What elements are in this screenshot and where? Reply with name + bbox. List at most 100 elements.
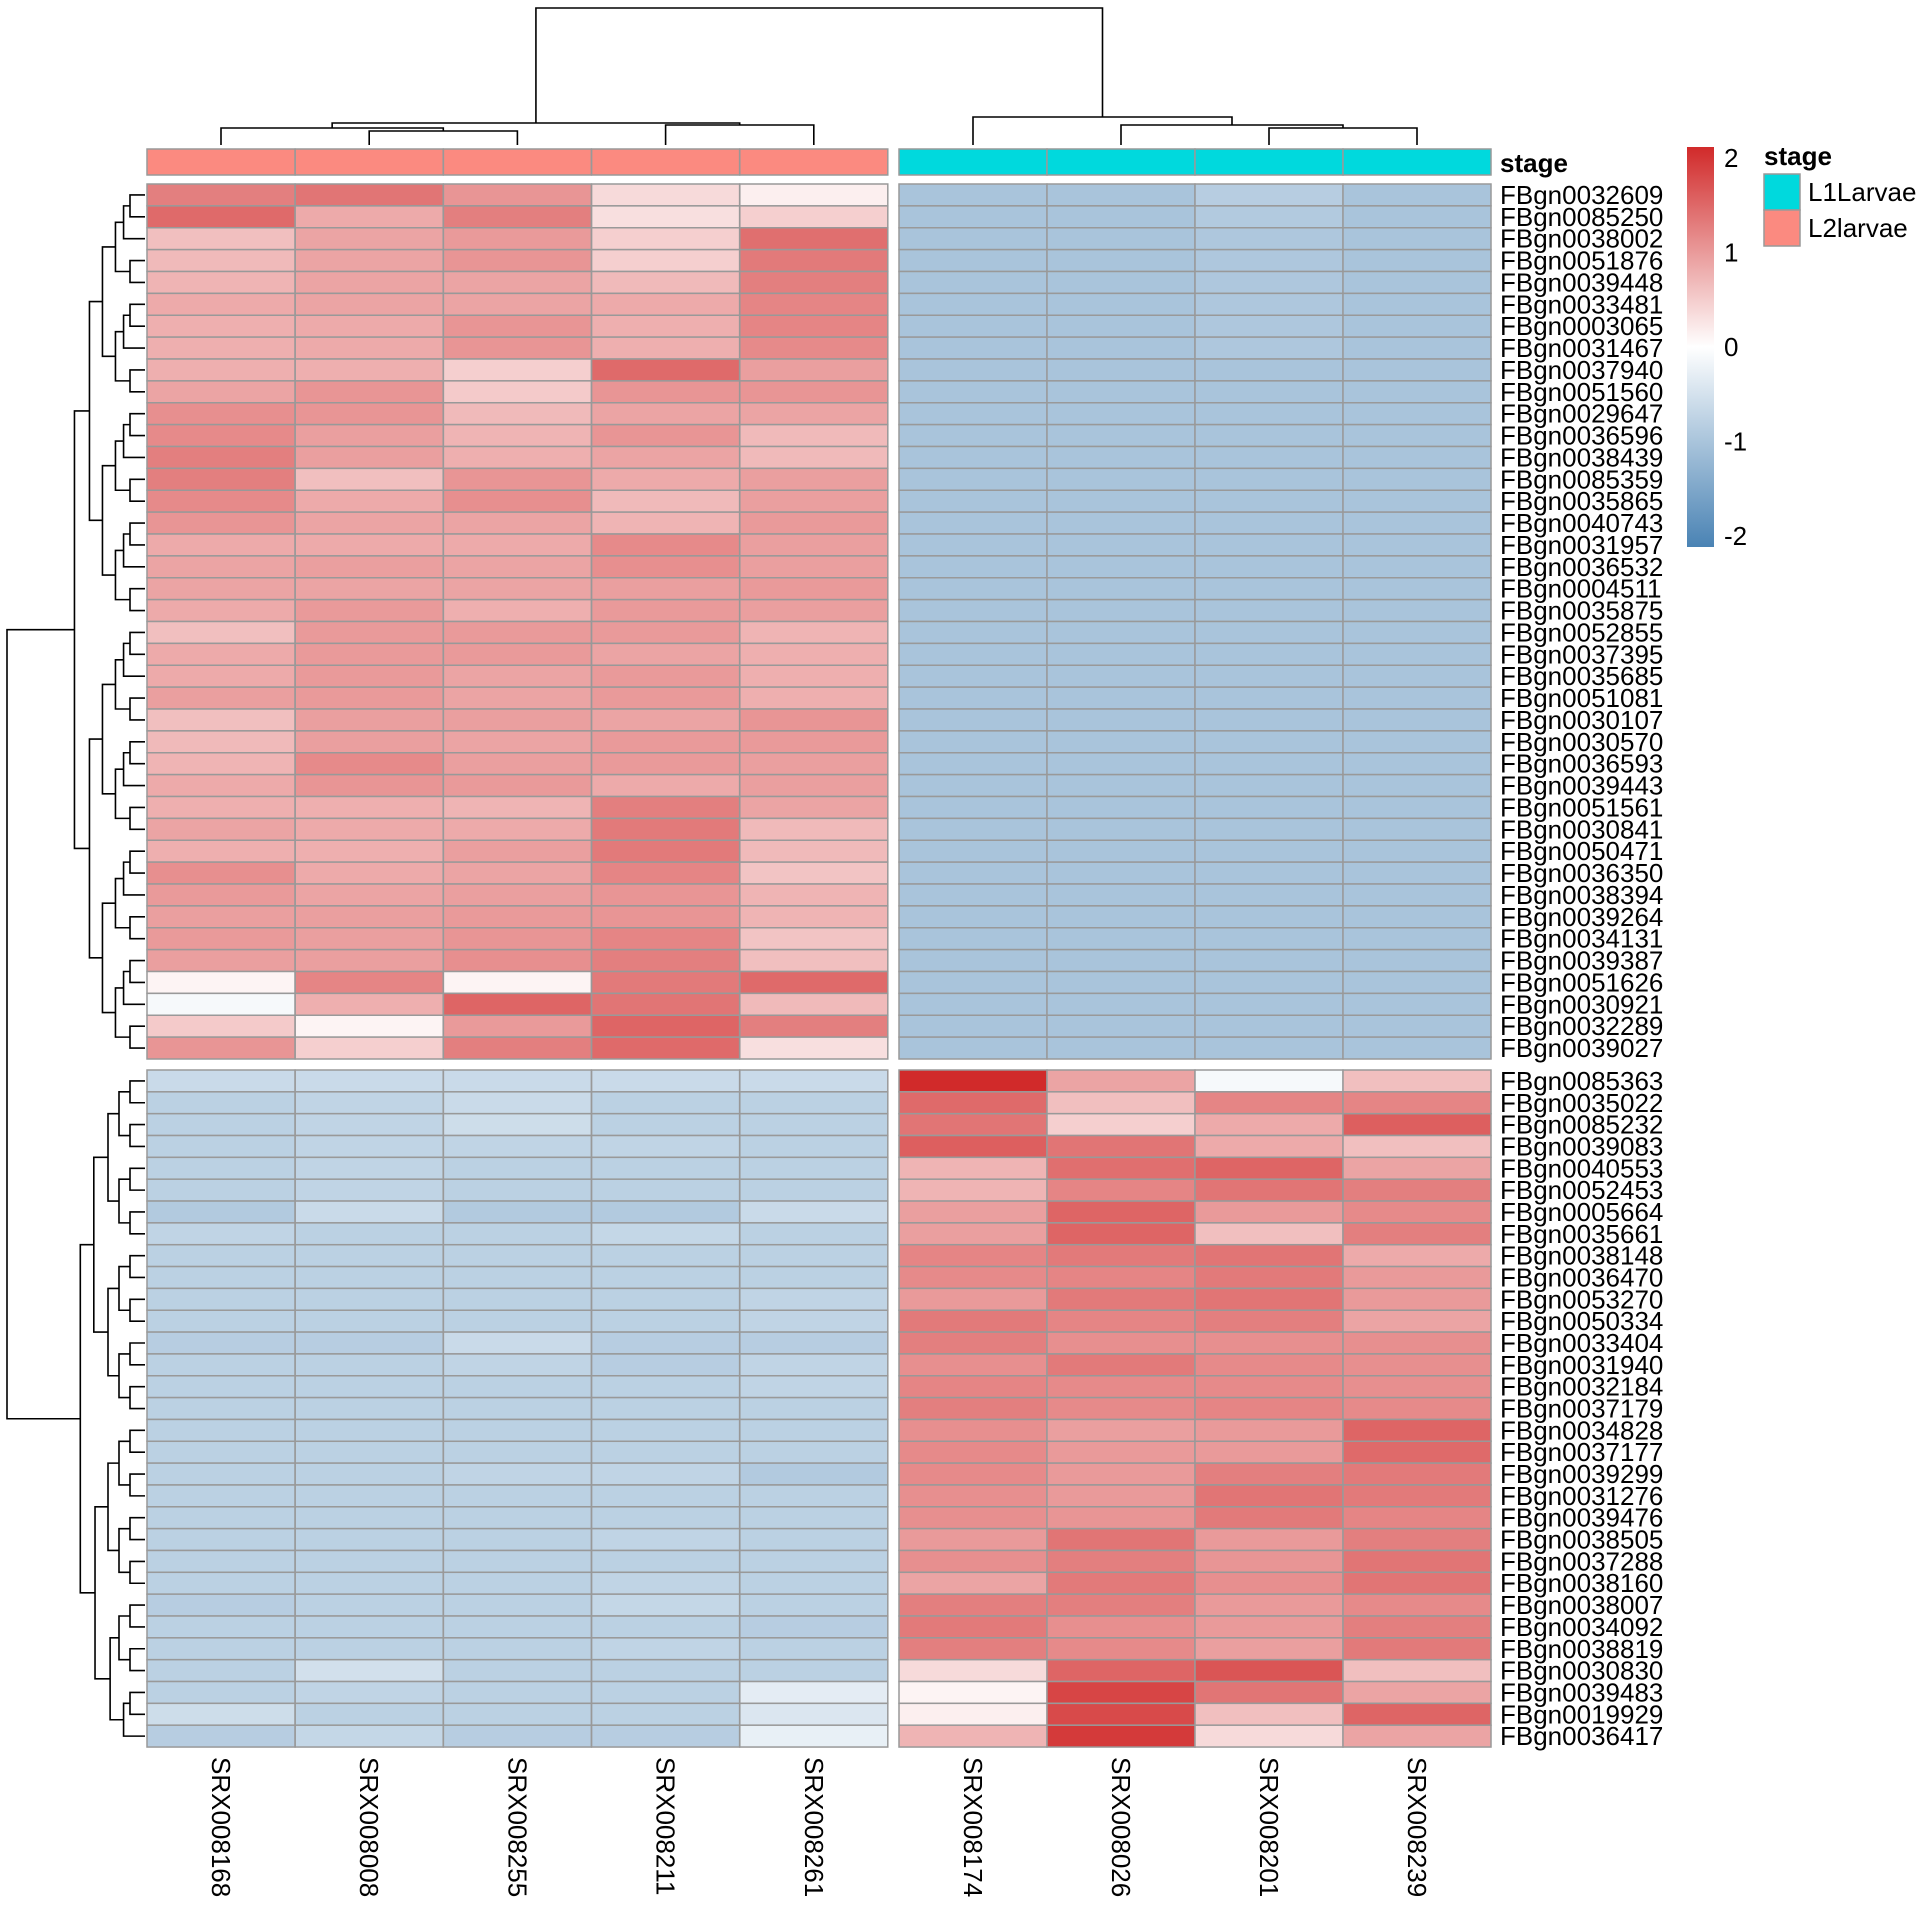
heatmap-cell	[442, 1287, 593, 1311]
heatmap-cell	[146, 992, 296, 1016]
column-label: SRX008239	[1402, 1757, 1432, 1897]
heatmap-cell	[1342, 1014, 1492, 1038]
column-dendrogram-branch	[664, 124, 815, 145]
heatmap-cell	[739, 1069, 889, 1093]
row-dendrogram-branch	[129, 522, 145, 546]
heatmap-cell	[898, 686, 1048, 710]
heatmap-cell	[590, 402, 741, 426]
heatmap-cell	[294, 533, 444, 557]
row-dendrogram-branch	[129, 194, 145, 218]
heatmap-cell	[1342, 577, 1492, 601]
heatmap-cell	[739, 1178, 889, 1202]
row-label: FBgn0085232	[1500, 1110, 1663, 1140]
heatmap-cell	[146, 861, 296, 885]
heatmap-cell	[442, 686, 593, 710]
heatmap-cell	[1194, 1462, 1344, 1486]
heatmap-cell	[442, 839, 593, 863]
row-dendrogram-branch	[107, 1112, 119, 1202]
heatmap-cell	[898, 1593, 1048, 1617]
heatmap-cell	[1194, 1571, 1344, 1595]
heatmap-cell	[1342, 1396, 1492, 1421]
colorbar-tick-label: -1	[1724, 427, 1747, 457]
heatmap-cell	[442, 1615, 593, 1639]
heatmap-cell	[590, 380, 741, 404]
heatmap-cell	[1046, 642, 1196, 666]
heatmap-cell	[146, 1112, 296, 1137]
heatmap-cell	[1342, 752, 1492, 776]
heatmap-cell	[739, 817, 889, 841]
heatmap-cell	[1342, 402, 1492, 426]
heatmap-cell	[442, 402, 593, 426]
colorbar-tick-label: -2	[1724, 521, 1747, 551]
row-dendrogram-branch	[129, 806, 145, 831]
heatmap-cell	[294, 1287, 444, 1311]
heatmap-cell	[590, 1287, 741, 1311]
heatmap-cell	[146, 948, 296, 973]
heatmap-cell	[442, 905, 593, 929]
heatmap-cell	[739, 358, 889, 382]
heatmap-cell	[294, 883, 444, 907]
heatmap-cell	[739, 489, 889, 513]
heatmap-cell	[739, 752, 889, 776]
row-dendrogram-branch	[129, 1385, 145, 1410]
heatmap-cell	[442, 992, 593, 1016]
heatmap-cell	[146, 708, 296, 732]
heatmap-cell	[146, 795, 296, 820]
row-dendrogram-branch	[107, 1287, 119, 1377]
heatmap-cell	[146, 773, 296, 798]
heatmap-cell	[898, 1571, 1048, 1595]
heatmap-cell	[590, 992, 741, 1016]
heatmap-cell	[294, 795, 444, 820]
heatmap-cell	[898, 1549, 1048, 1574]
heatmap-cell	[898, 708, 1048, 732]
heatmap-cell	[739, 1637, 889, 1661]
heatmap-cell	[442, 598, 593, 623]
row-label: FBgn0035685	[1500, 661, 1663, 691]
heatmap-cell	[294, 1527, 444, 1552]
heatmap-cell	[1194, 445, 1344, 470]
row-label: FBgn0035661	[1500, 1219, 1663, 1249]
heatmap-cell	[442, 1462, 593, 1486]
heatmap-cell	[146, 1637, 296, 1661]
row-dendrogram-branch	[118, 1353, 130, 1399]
heatmap-cell	[1194, 1243, 1344, 1268]
heatmap-cell	[898, 336, 1048, 360]
heatmap-cell	[1046, 948, 1196, 973]
row-dendrogram-branch	[114, 440, 130, 492]
heatmap-cell	[146, 1418, 296, 1443]
heatmap-cell	[739, 577, 889, 601]
heatmap-cell	[294, 1134, 444, 1159]
row-dendrogram-branch	[101, 464, 116, 576]
heatmap-cell	[739, 336, 889, 360]
row-label: FBgn0003065	[1500, 311, 1663, 341]
row-dendrogram-branch	[122, 314, 145, 349]
heatmap-cell	[146, 1375, 296, 1399]
heatmap-cell	[1194, 795, 1344, 820]
heatmap-cell	[1046, 927, 1196, 951]
heatmap-cell	[442, 358, 593, 382]
heatmap-cell	[1342, 248, 1492, 273]
row-label: FBgn0038007	[1500, 1590, 1663, 1620]
heatmap-cell	[442, 1134, 593, 1159]
heatmap-cell	[1342, 839, 1492, 863]
heatmap-cell	[898, 817, 1048, 841]
heatmap-cell	[442, 773, 593, 798]
heatmap-cell	[1194, 489, 1344, 513]
heatmap-cell	[739, 730, 889, 754]
heatmap-cell	[294, 686, 444, 710]
heatmap-cell	[442, 948, 593, 973]
heatmap-cell	[739, 183, 889, 207]
heatmap-cell	[1046, 730, 1196, 754]
heatmap-cell	[739, 861, 889, 885]
heatmap-cell	[739, 1527, 889, 1552]
heatmap-cell	[1194, 1484, 1344, 1508]
column-label: SRX008168	[206, 1757, 236, 1897]
heatmap-cell	[1342, 620, 1492, 645]
heatmap-cell	[294, 1309, 444, 1333]
heatmap-cell	[1342, 533, 1492, 557]
heatmap-cell	[294, 664, 444, 688]
heatmap-cell	[1342, 1527, 1492, 1552]
heatmap-cell	[739, 1222, 889, 1246]
heatmap-cell	[898, 883, 1048, 907]
heatmap-cell	[1194, 905, 1344, 929]
